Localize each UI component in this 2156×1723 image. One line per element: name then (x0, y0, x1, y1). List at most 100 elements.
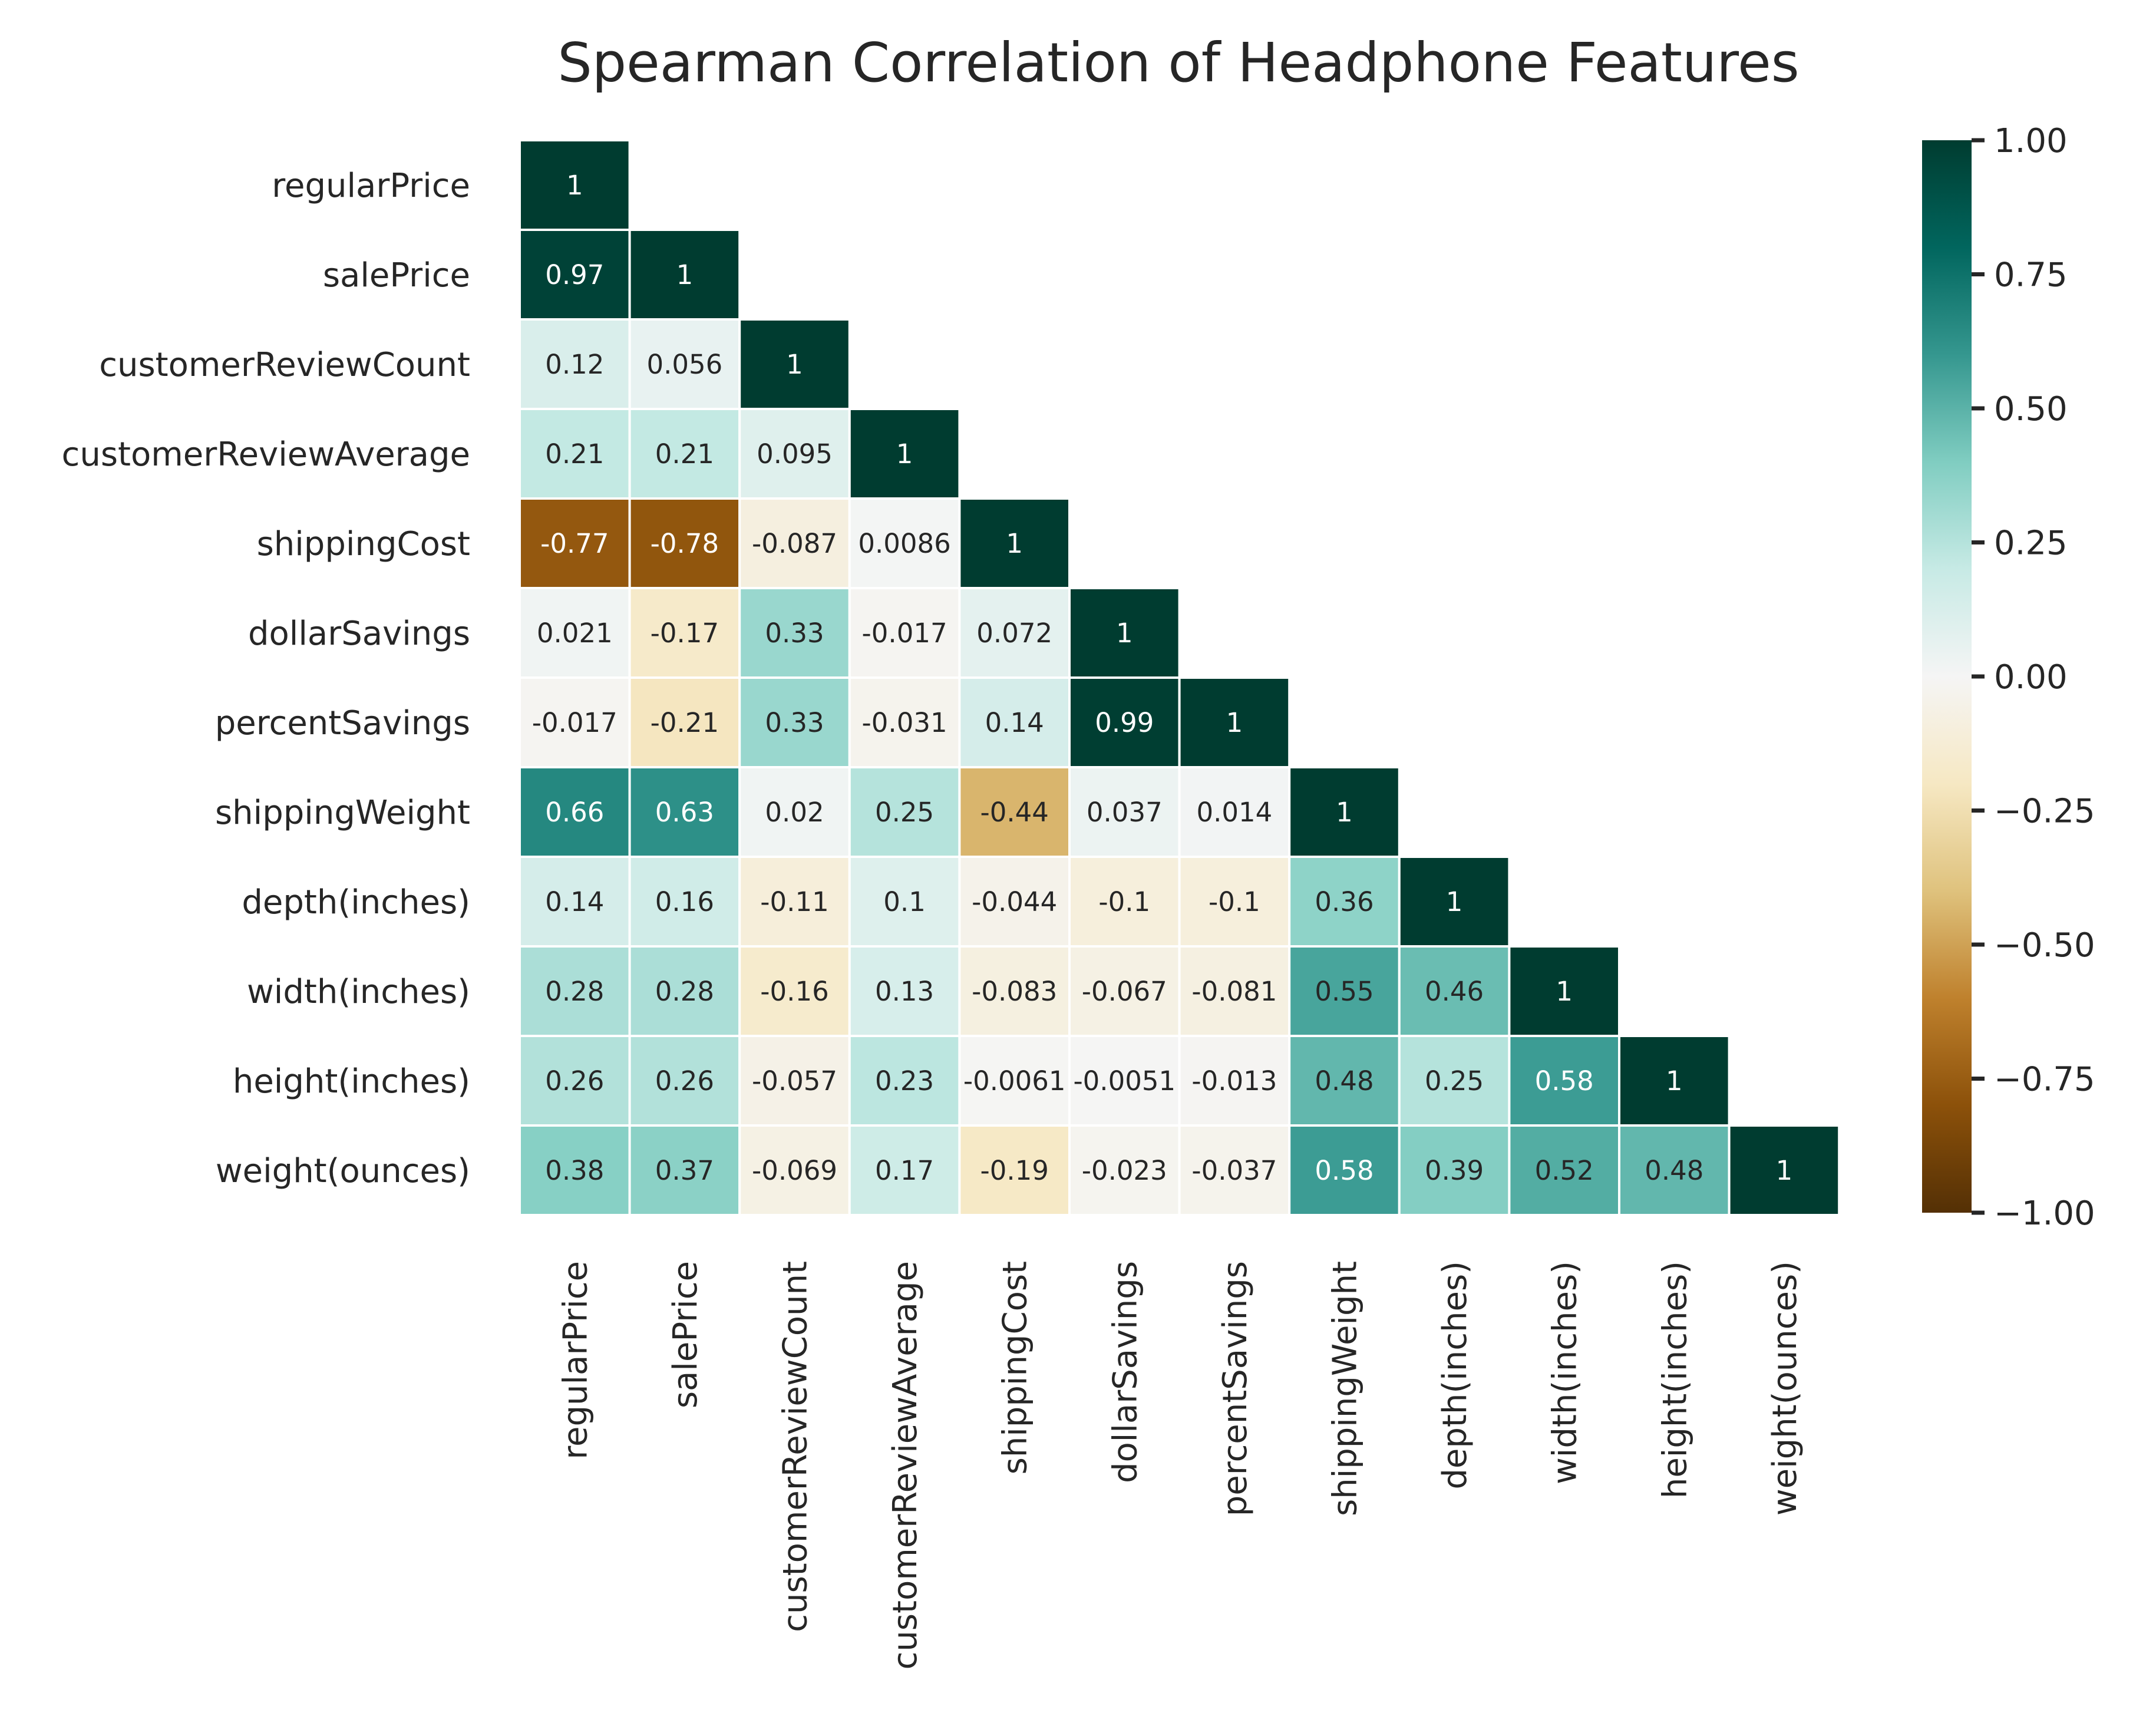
heatmap-cell (958, 587, 1071, 679)
heatmap-cell (1508, 1124, 1620, 1216)
cell-value-label: 0.21 (545, 438, 604, 470)
cell-value-label: -0.083 (972, 976, 1057, 1007)
heatmap-cell (519, 229, 631, 321)
heatmap-cell (1068, 1035, 1181, 1127)
cell-value-label: 0.39 (1425, 1155, 1484, 1186)
x-tick-label: dollarSavings (1106, 1261, 1144, 1483)
cell-value-label: 0.095 (757, 438, 833, 470)
y-axis-tick-labels: regularPrice salePrice customerReviewCount… (62, 167, 470, 1190)
cell-value-label: -0.17 (651, 618, 719, 649)
heatmap-cell (1288, 766, 1401, 858)
cell-value-label: 0.25 (1425, 1065, 1484, 1097)
heatmap-cell (628, 676, 741, 768)
heatmap-cell (1178, 1124, 1291, 1216)
y-tick-label: salePrice (323, 256, 470, 295)
cell-value-label: 0.072 (976, 618, 1052, 649)
heatmap-cell (1618, 1035, 1731, 1127)
cell-value-label: 0.056 (646, 349, 722, 380)
cell-value-label: -0.037 (1191, 1155, 1277, 1186)
heatmap-cell (628, 587, 741, 679)
heatmap-cell (958, 945, 1071, 1037)
cell-value-label: 0.37 (655, 1155, 714, 1186)
cell-value-label: -0.16 (760, 976, 828, 1007)
cell-value-label: 1 (1336, 797, 1353, 828)
cell-value-label: 1 (1666, 1065, 1683, 1097)
y-tick-label: shippingWeight (215, 794, 470, 832)
heatmap-cell (1178, 856, 1291, 948)
cell-value-label: -0.1 (1209, 886, 1260, 917)
cell-value-label: 0.25 (875, 797, 934, 828)
cell-value-label: 0.97 (545, 259, 604, 291)
colorbar-tick-label: −1.00 (1994, 1194, 2095, 1233)
cell-value-label: 0.037 (1087, 797, 1163, 828)
cell-value-label: 1 (786, 349, 803, 380)
cell-value-label: -0.017 (862, 618, 947, 649)
heatmap-cell (1728, 1124, 1841, 1216)
cell-value-label: 0.33 (765, 707, 824, 738)
cell-value-label: 1 (1116, 618, 1133, 649)
cell-value-label: 0.0086 (858, 528, 950, 559)
x-tick-label: customerReviewCount (777, 1261, 815, 1632)
cell-value-label: 0.17 (875, 1155, 934, 1186)
heatmap-cell (848, 1124, 961, 1216)
x-axis-tick-labels: regularPrice salePrice customerReviewCount… (556, 1261, 1804, 1669)
cell-value-label: 0.63 (655, 797, 714, 828)
heatmap-cell (1288, 945, 1401, 1037)
heatmap-cell (1398, 945, 1511, 1037)
colorbar-tick-label: 0.25 (1994, 524, 2068, 563)
cell-value-label: 0.33 (765, 618, 824, 649)
cell-value-label: 0.99 (1095, 707, 1154, 738)
cell-value-label: 0.55 (1315, 976, 1373, 1007)
colorbar (1922, 140, 1972, 1213)
heatmap-cell (628, 408, 741, 500)
cell-value-label: 0.1 (883, 886, 926, 917)
cell-value-label: 0.14 (985, 707, 1044, 738)
cell-value-label: -0.023 (1082, 1155, 1167, 1186)
heatmap-cell (519, 856, 631, 948)
y-tick-label: width(inches) (247, 973, 470, 1011)
heatmap-cell (628, 497, 741, 589)
heatmap-cells: 1 0.97 1 0.12 0.056 1 0.21 0.21 0.095 1 -0.77 -0.78… (519, 139, 1841, 1216)
cell-value-label: -0.78 (651, 528, 719, 559)
cell-value-label: 0.02 (765, 797, 824, 828)
cell-value-label: 0.38 (545, 1155, 604, 1186)
x-tick-label: depth(inches) (1436, 1261, 1474, 1490)
cell-value-label: 1 (1776, 1155, 1793, 1186)
heatmap-cell (1068, 676, 1181, 768)
x-tick-label: percentSavings (1216, 1261, 1254, 1516)
cell-value-label: -0.44 (980, 797, 1048, 828)
heatmap-cell (848, 497, 961, 589)
heatmap-cell (1068, 1124, 1181, 1216)
colorbar-tick-label: 1.00 (1994, 122, 2068, 160)
cell-value-label: 0.28 (545, 976, 604, 1007)
cell-value-label: -0.0061 (963, 1065, 1066, 1097)
heatmap-cell (628, 1124, 741, 1216)
cell-value-label: 0.21 (655, 438, 714, 470)
y-tick-label: depth(inches) (242, 883, 470, 922)
cell-value-label: 1 (676, 259, 694, 291)
cell-value-label: -0.031 (862, 707, 947, 738)
cell-value-label: 0.26 (655, 1065, 714, 1097)
colorbar-tick-label: 0.50 (1994, 390, 2068, 428)
y-tick-label: customerReviewAverage (62, 435, 470, 474)
cell-value-label: 0.48 (1645, 1155, 1703, 1186)
colorbar-tick-label: −0.75 (1994, 1061, 2095, 1099)
cell-value-label: 0.23 (875, 1065, 934, 1097)
cell-value-label: 0.52 (1535, 1155, 1594, 1186)
heatmap-cell (848, 587, 961, 679)
heatmap-cell (1398, 1035, 1511, 1127)
heatmap-cell (848, 945, 961, 1037)
cell-value-label: 0.36 (1315, 886, 1373, 917)
cell-value-label: -0.21 (651, 707, 719, 738)
cell-value-label: -0.1 (1098, 886, 1150, 917)
heatmap-cell (848, 1035, 961, 1127)
heatmap-cell (1178, 676, 1291, 768)
y-tick-label: customerReviewCount (99, 346, 470, 384)
cell-value-label: 0.46 (1425, 976, 1484, 1007)
heatmap-cell (1068, 587, 1181, 679)
x-tick-label: shippingWeight (1326, 1261, 1365, 1516)
y-tick-label: shippingCost (257, 525, 470, 563)
cell-value-label: 0.16 (655, 886, 714, 917)
heatmap-cell (1068, 945, 1181, 1037)
